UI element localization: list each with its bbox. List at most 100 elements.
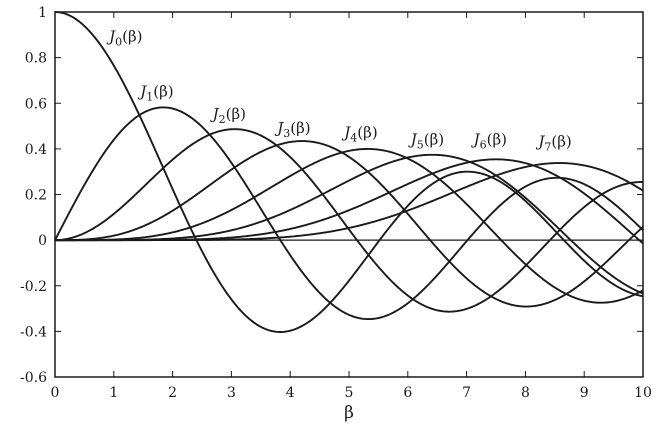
point-j2 — [260, 135, 262, 137]
x-tick-label: 4 — [286, 385, 295, 401]
point-j5 — [525, 197, 527, 199]
point-j7 — [525, 166, 527, 168]
point-j4 — [378, 149, 380, 151]
point-j6 — [525, 162, 527, 164]
point-j3 — [554, 299, 556, 301]
curve-label-j0: J0(β) — [106, 28, 142, 49]
point-j1 — [583, 183, 585, 185]
x-tick-label: 5 — [345, 385, 354, 401]
curve-label-j4: J4(β) — [341, 123, 377, 144]
point-j0 — [289, 330, 291, 332]
y-tick-label: -0.4 — [20, 324, 47, 340]
plot-frame — [54, 11, 644, 378]
point-j2 — [289, 156, 291, 158]
point-j2 — [172, 159, 174, 161]
point-j3 — [495, 298, 497, 300]
point-j6 — [289, 228, 291, 230]
point-j1 — [260, 208, 262, 210]
point-j5 — [466, 160, 468, 162]
point-j1 — [231, 162, 233, 164]
point-j1 — [466, 240, 468, 242]
point-j1 — [84, 184, 86, 186]
y-tick-label: -0.2 — [20, 279, 47, 295]
point-j0 — [525, 200, 527, 202]
point-j4 — [436, 177, 438, 179]
curve-label-j7: J7(β) — [535, 133, 571, 154]
point-j5 — [642, 293, 644, 295]
point-j4 — [642, 290, 644, 292]
point-j2 — [495, 292, 497, 294]
point-j1 — [172, 108, 174, 110]
point-j0 — [84, 25, 86, 27]
point-j6 — [495, 159, 497, 161]
point-j7 — [642, 190, 644, 192]
x-tick-label: 1 — [109, 385, 118, 401]
point-j4 — [554, 287, 556, 289]
point-j1 — [289, 254, 291, 256]
point-j2 — [554, 234, 556, 236]
point-j6 — [407, 183, 409, 185]
point-j5 — [436, 154, 438, 156]
point-j0 — [436, 180, 438, 182]
point-j4 — [231, 209, 233, 211]
point-j6 — [378, 197, 380, 199]
point-j3 — [525, 306, 527, 308]
point-j5 — [260, 221, 262, 223]
point-j0 — [260, 326, 262, 328]
point-j5 — [289, 209, 291, 211]
point-j0 — [348, 280, 350, 282]
tick-labels: 0 1 2 3 4 5 6 7 8 9 10 -0.6 -0.4 -0.2 0 0.2 0.4 0.6 0.8 1 — [20, 5, 652, 401]
x-tick-label: 6 — [403, 385, 412, 401]
x-tick-label: 0 — [51, 385, 60, 401]
point-j4 — [613, 301, 615, 303]
point-j6 — [554, 174, 556, 176]
point-j3 — [113, 235, 115, 237]
curve-label-j3: J3(β) — [274, 119, 310, 140]
point-j3 — [319, 142, 321, 144]
curve-label-j5: J5(β) — [408, 130, 444, 151]
bessel-curves — [54, 11, 644, 333]
point-j7 — [436, 198, 438, 200]
point-j0 — [554, 230, 556, 232]
point-j7 — [84, 239, 86, 241]
point-j4 — [495, 234, 497, 236]
curve-j2 — [54, 128, 644, 313]
point-j0 — [378, 241, 380, 243]
point-j4 — [583, 300, 585, 302]
point-j6 — [231, 237, 233, 239]
point-j1 — [495, 209, 497, 211]
x-tick-label: 9 — [580, 385, 589, 401]
point-j7 — [407, 210, 409, 212]
point-j5 — [554, 224, 556, 226]
point-j7 — [466, 186, 468, 188]
point-j0 — [613, 284, 615, 286]
point-j7 — [201, 239, 203, 241]
point-j6 — [436, 171, 438, 173]
point-j3 — [466, 278, 468, 280]
point-j3 — [172, 210, 174, 212]
point-j3 — [436, 247, 438, 249]
point-j3 — [260, 151, 262, 153]
point-j2 — [466, 308, 468, 310]
point-j7 — [613, 175, 615, 177]
point-j7 — [378, 220, 380, 222]
point-j1 — [554, 177, 556, 179]
point-j5 — [348, 180, 350, 182]
x-tick-label: 10 — [634, 385, 652, 401]
point-j2 — [407, 295, 409, 297]
point-j0 — [642, 295, 644, 297]
point-j0 — [201, 250, 203, 252]
point-j1 — [201, 126, 203, 128]
x-tick-label: 8 — [521, 385, 530, 401]
point-j0 — [319, 313, 321, 315]
curve-j3 — [54, 140, 644, 308]
point-j7 — [142, 239, 144, 241]
point-j6 — [260, 234, 262, 236]
point-j3 — [348, 156, 350, 158]
x-axis-label: β — [344, 403, 354, 423]
point-j6 — [583, 193, 585, 195]
curve-labels: J0(β) J1(β) J2(β) J3(β) J4(β) J5(β) J6(β) J7(β) — [106, 28, 572, 154]
y-tick-label: 0.4 — [25, 142, 47, 158]
x-tick-label: 7 — [462, 385, 471, 401]
